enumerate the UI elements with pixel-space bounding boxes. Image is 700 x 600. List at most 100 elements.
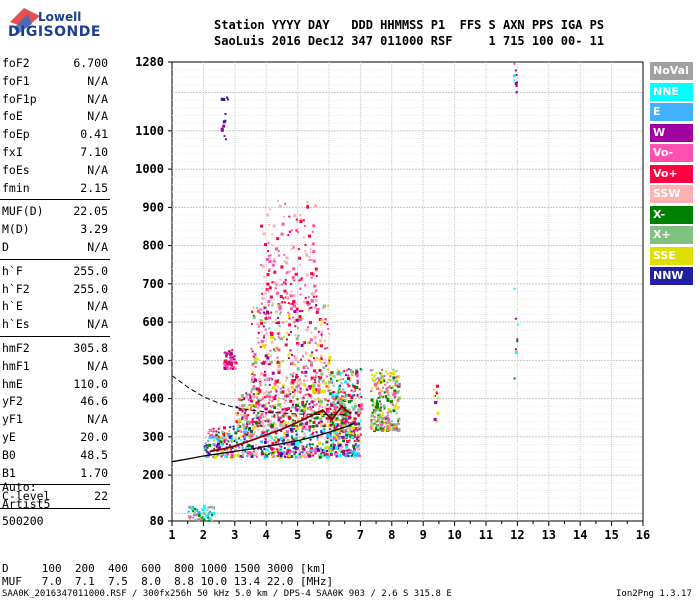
echo-point — [335, 417, 339, 421]
echo-point — [261, 431, 265, 435]
echo-point — [216, 437, 219, 440]
echo-point — [273, 426, 276, 430]
echo-point — [251, 394, 255, 398]
echo-point — [271, 448, 274, 451]
echo-point — [278, 284, 281, 287]
echo-point — [197, 513, 201, 517]
echo-point — [386, 389, 389, 392]
echo-point — [392, 379, 395, 382]
echo-point — [284, 451, 288, 455]
echo-point — [281, 360, 284, 363]
echo-point — [334, 406, 338, 410]
echo-point — [359, 393, 362, 396]
echo-point — [271, 244, 274, 247]
echo-point — [380, 390, 383, 392]
echo-point — [260, 454, 263, 457]
echo-point — [287, 454, 291, 458]
echo-point — [297, 402, 300, 405]
echo-point — [295, 307, 299, 311]
echo-point — [290, 360, 293, 363]
echo-point — [262, 344, 266, 348]
legend-item: SSE — [650, 246, 693, 265]
echo-point — [303, 411, 306, 414]
param-name: yF1 — [2, 412, 23, 427]
echo-point — [205, 515, 208, 518]
echo-point — [387, 378, 390, 381]
echo-point — [260, 451, 263, 454]
echo-point — [267, 290, 270, 293]
echo-point — [331, 395, 335, 399]
echo-point — [260, 224, 264, 228]
echo-point — [291, 373, 294, 376]
echo-point — [384, 383, 387, 386]
echo-point — [228, 435, 232, 439]
param-row: C-level 22 — [2, 489, 108, 504]
echo-point — [347, 421, 350, 424]
echo-point — [245, 414, 249, 418]
echo-point — [272, 451, 275, 454]
echo-point — [333, 432, 335, 435]
echo-point — [201, 508, 205, 512]
echo-point — [250, 379, 254, 383]
echo-point — [342, 421, 346, 425]
echo-point — [243, 438, 246, 441]
echo-point — [343, 408, 347, 412]
echo-point — [353, 420, 356, 424]
echo-point — [302, 396, 305, 399]
echo-point — [339, 409, 342, 412]
echo-point — [285, 435, 288, 438]
echo-point — [371, 387, 374, 390]
echo-point — [284, 407, 288, 411]
echo-point — [325, 405, 328, 408]
echo-point — [248, 427, 251, 431]
echo-point — [338, 419, 341, 422]
echo-point — [349, 422, 352, 425]
echo-point — [308, 302, 311, 305]
param-value: 255.0 — [73, 281, 108, 296]
echo-point — [337, 414, 340, 417]
echo-point — [317, 391, 321, 394]
echo-point — [295, 318, 299, 322]
echo-point — [241, 423, 245, 427]
echo-point — [266, 273, 270, 277]
echo-point — [514, 317, 517, 320]
echo-point — [235, 441, 238, 444]
echo-point — [276, 407, 279, 410]
echo-point — [315, 372, 318, 374]
echo-point — [311, 412, 314, 415]
echo-point — [314, 267, 318, 271]
echo-point — [378, 391, 382, 395]
echo-point — [436, 401, 439, 403]
echo-point — [257, 392, 260, 395]
echo-point — [235, 438, 238, 441]
echo-point — [195, 513, 198, 516]
echo-point — [279, 302, 282, 305]
echo-point — [246, 445, 249, 448]
echo-point — [315, 289, 318, 292]
echo-point — [203, 505, 206, 509]
echo-point — [288, 270, 292, 274]
echo-point — [291, 375, 294, 378]
echo-point — [312, 382, 315, 385]
echo-point — [206, 446, 209, 449]
echo-point — [293, 424, 296, 427]
echo-point — [255, 454, 258, 457]
echo-point — [245, 392, 248, 395]
legend-item: X+ — [650, 226, 693, 244]
echo-point — [277, 403, 280, 407]
echo-point — [348, 384, 351, 387]
echo-point — [311, 273, 315, 277]
echo-point — [226, 352, 229, 355]
echo-points — [187, 62, 519, 522]
echo-point — [250, 406, 252, 409]
echo-point — [243, 432, 246, 435]
echo-point — [227, 447, 230, 450]
echo-point — [330, 403, 334, 407]
y-tick-label: 900 — [142, 200, 164, 214]
echo-point — [330, 436, 332, 439]
echo-point — [276, 347, 279, 350]
echo-point — [391, 423, 395, 427]
echo-point — [258, 378, 261, 382]
echo-point — [344, 380, 347, 384]
echo-point — [312, 389, 316, 393]
